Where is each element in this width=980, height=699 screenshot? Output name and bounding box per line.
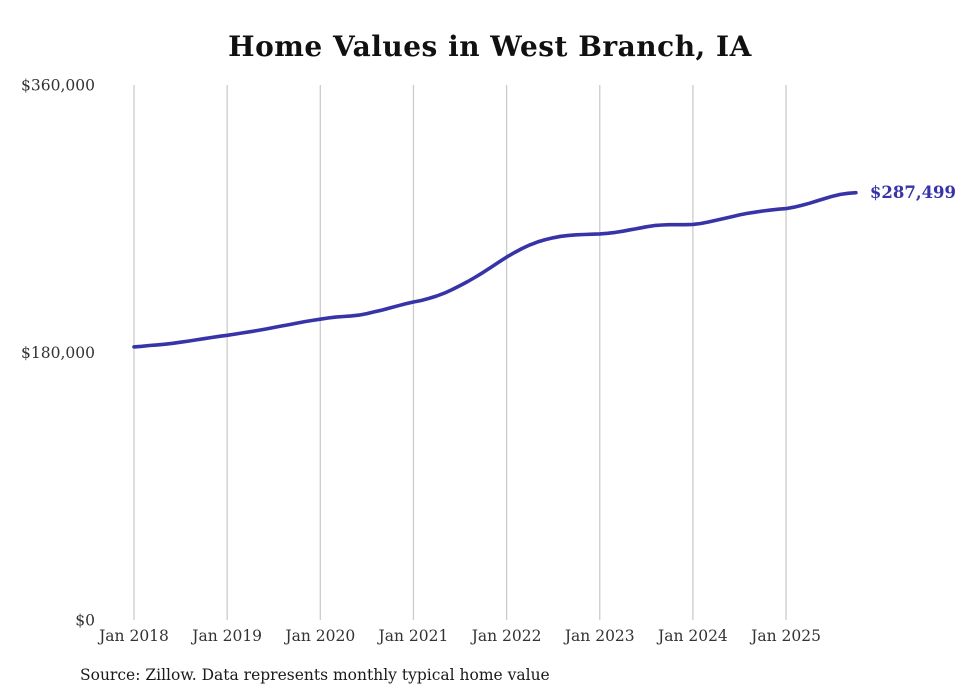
- y-tick-label: $0: [75, 612, 95, 630]
- x-tick-label: Jan 2020: [283, 627, 355, 645]
- home-value-line: [132, 190, 858, 349]
- x-tick-label: Jan 2021: [377, 627, 449, 645]
- x-tick-label: Jan 2025: [749, 627, 821, 645]
- end-value-label: $287,499: [870, 183, 956, 202]
- y-tick-label: $360,000: [21, 77, 95, 95]
- chart-title: Home Values in West Branch, IA: [228, 30, 752, 63]
- y-tick-label: $180,000: [21, 344, 95, 362]
- x-tick-label: Jan 2022: [470, 627, 542, 645]
- x-tick-label: Jan 2019: [190, 627, 262, 645]
- x-tick-label: Jan 2024: [656, 627, 728, 645]
- x-tick-label: Jan 2018: [97, 627, 169, 645]
- source-note: Source: Zillow. Data represents monthly …: [80, 666, 550, 684]
- x-tick-label: Jan 2023: [563, 627, 635, 645]
